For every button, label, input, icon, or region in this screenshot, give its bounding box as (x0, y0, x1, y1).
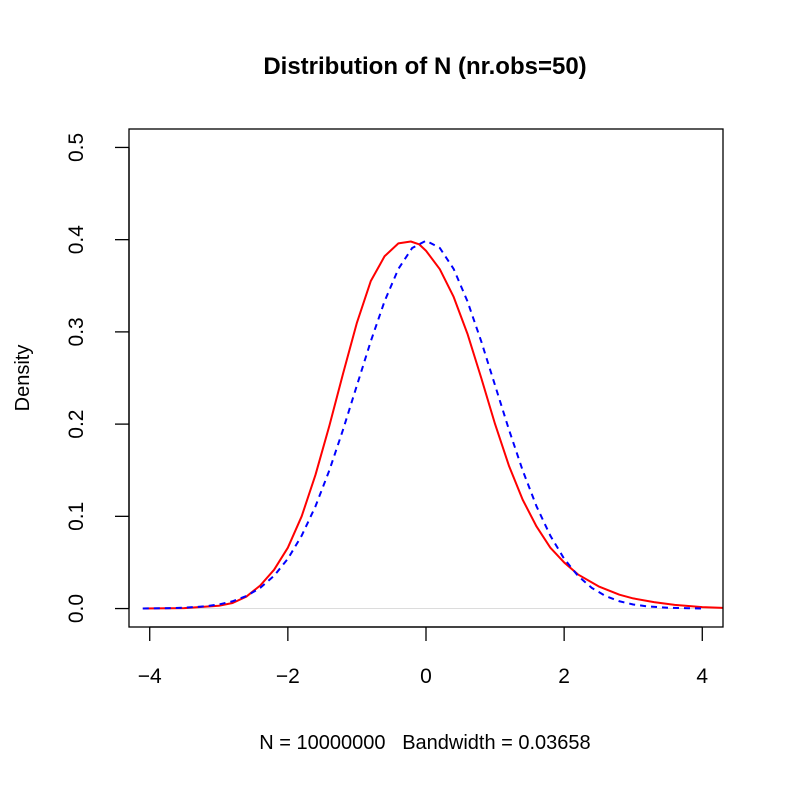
density-series-1 (142, 240, 724, 610)
x-tick-label: 4 (696, 665, 708, 688)
x-tick-label: −4 (138, 665, 162, 688)
y-tick-label: 0.4 (65, 225, 88, 255)
y-tick-label: 0.3 (65, 317, 88, 346)
y-tick-label: 0.5 (65, 133, 88, 162)
x-axis: −4 −2 0 2 4 (138, 626, 708, 688)
y-axis-label: Density (12, 345, 34, 412)
y-tick-label: 0.2 (65, 410, 88, 439)
plot-lines (142, 239, 724, 610)
x-axis-label: N = 10000000 Bandwidth = 0.03658 (259, 732, 590, 754)
x-tick-label: −2 (276, 665, 300, 688)
y-tick-label: 0.1 (65, 502, 88, 531)
density-series-2 (142, 239, 703, 610)
x-tick-label: 2 (558, 665, 570, 688)
x-tick-label: 0 (420, 665, 432, 688)
chart-title: Distribution of N (nr.obs=50) (263, 53, 586, 80)
plot-frame (128, 128, 724, 628)
y-axis: 0.0 0.1 0.2 0.3 0.4 0.5 (65, 133, 130, 623)
y-tick-label: 0.0 (65, 594, 88, 623)
